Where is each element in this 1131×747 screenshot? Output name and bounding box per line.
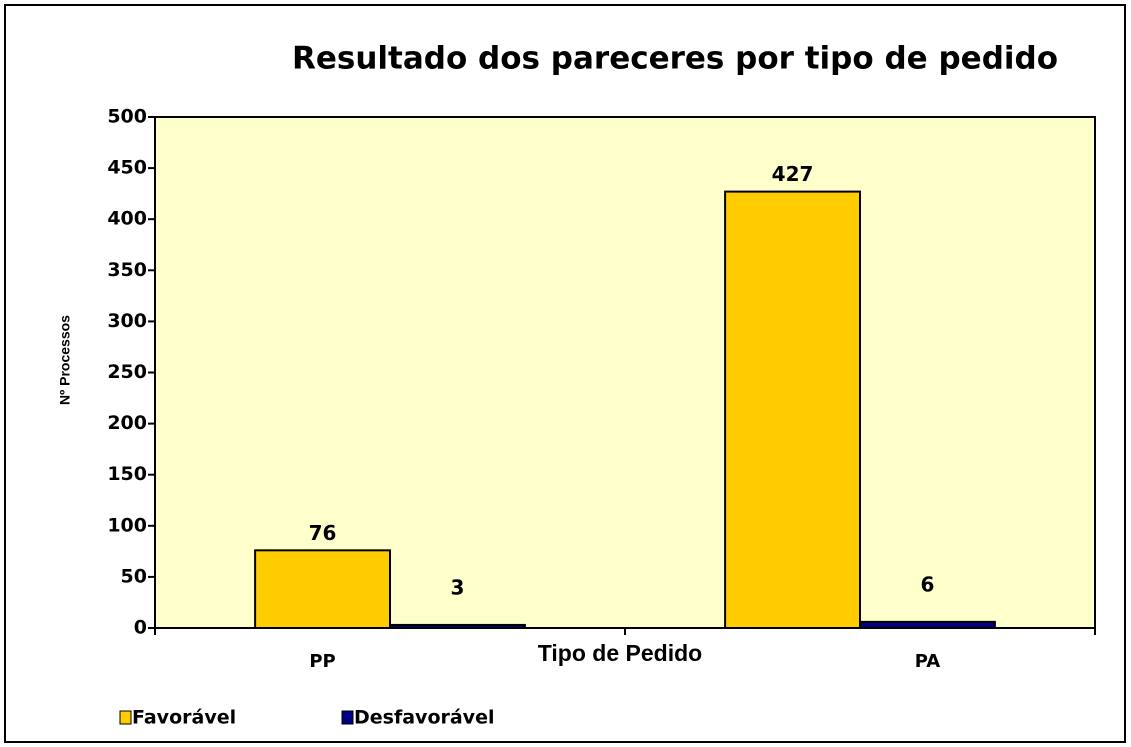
bar: [724, 190, 861, 630]
y-tick-label: 350: [107, 259, 147, 281]
y-axis-title: Nº Processos: [57, 315, 73, 405]
value-label: 3: [450, 575, 464, 599]
x-tick-label: PP: [309, 651, 335, 672]
chart-title: Resultado dos pareceres por tipo de pedi…: [292, 41, 1058, 77]
legend-label: Favorável: [132, 707, 236, 729]
bar: [859, 620, 996, 629]
y-tick-label: 150: [107, 463, 147, 485]
y-tick-label: 450: [107, 157, 147, 179]
value-label: 427: [772, 162, 814, 186]
bar: [254, 549, 391, 629]
y-tick-label: 100: [107, 514, 147, 536]
plot-area: [154, 116, 1096, 629]
value-label: 6: [920, 572, 934, 596]
legend-swatch: [341, 710, 354, 725]
bar: [389, 623, 526, 630]
x-tick-label: PA: [915, 651, 941, 672]
y-tick-label: 500: [107, 106, 147, 128]
y-tick-label: 300: [107, 310, 147, 332]
value-label: 76: [309, 521, 337, 545]
y-tick-label: 50: [121, 565, 147, 587]
y-tick-label: 200: [107, 412, 147, 434]
y-tick-label: 400: [107, 208, 147, 230]
x-axis-title: Tipo de Pedido: [538, 640, 702, 666]
y-tick-label: 0: [134, 617, 147, 639]
legend-label: Desfavorável: [354, 707, 494, 729]
legend-swatch: [119, 710, 132, 725]
y-tick-label: 250: [107, 361, 147, 383]
